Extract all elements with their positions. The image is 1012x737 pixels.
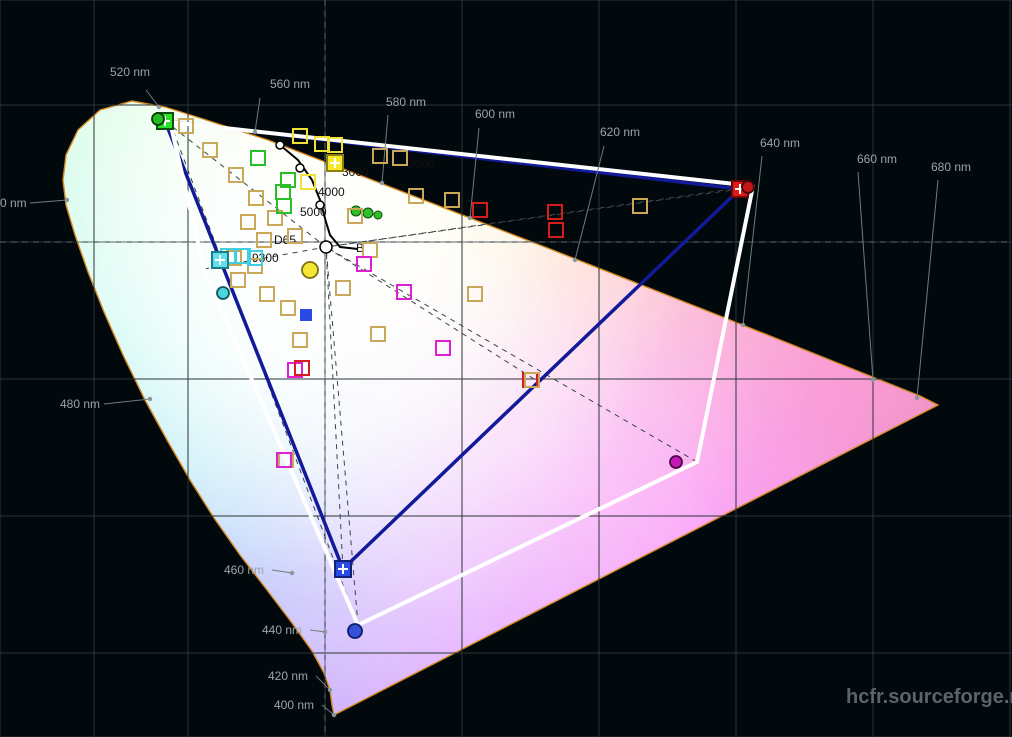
cct-label: 2000 bbox=[408, 157, 435, 171]
wavelength-label: 400 nm bbox=[274, 698, 314, 712]
wavelength-label: 440 nm bbox=[262, 623, 302, 637]
marker-dot bbox=[217, 287, 229, 299]
locus-point bbox=[296, 164, 304, 172]
cct-label: 4000 bbox=[318, 185, 345, 199]
watermark-text: hcfr.sourceforge.n bbox=[846, 686, 1012, 708]
wavelength-label: 600 nm bbox=[475, 107, 515, 121]
wavelength-label: 680 nm bbox=[931, 160, 971, 174]
marker-dot bbox=[348, 624, 362, 638]
locus-point bbox=[276, 141, 284, 149]
wavelength-label: 520 nm bbox=[110, 65, 150, 79]
wavelength-label: 560 nm bbox=[270, 77, 310, 91]
marker-dot bbox=[302, 262, 318, 278]
measure-dot bbox=[351, 206, 361, 216]
locus-point bbox=[320, 241, 332, 253]
wavelength-label: 0 nm bbox=[0, 196, 27, 210]
wavelength-label: 580 nm bbox=[386, 95, 426, 109]
marker-dot bbox=[152, 113, 164, 125]
marker-dot bbox=[670, 456, 682, 468]
wavelength-label: 480 nm bbox=[60, 397, 100, 411]
wavelength-label: 460 nm bbox=[224, 563, 264, 577]
cct-label: D65 bbox=[274, 233, 296, 247]
cct-label: 3000 bbox=[342, 165, 369, 179]
wavelength-label: 660 nm bbox=[857, 152, 897, 166]
measure-dot bbox=[374, 211, 382, 219]
marker-dot bbox=[742, 181, 754, 193]
wavelength-label: 620 nm bbox=[600, 125, 640, 139]
measure-dot bbox=[363, 208, 373, 218]
primary-marker bbox=[299, 308, 313, 322]
wavelength-label: 420 nm bbox=[268, 669, 308, 683]
cie-chromaticity-diagram: 520 nm 560 nm 580 nm 600 nm 620 nm 640 nm 660 … bbox=[0, 0, 1012, 737]
cct-label: 5000 bbox=[300, 205, 327, 219]
wavelength-label: 640 nm bbox=[760, 136, 800, 150]
